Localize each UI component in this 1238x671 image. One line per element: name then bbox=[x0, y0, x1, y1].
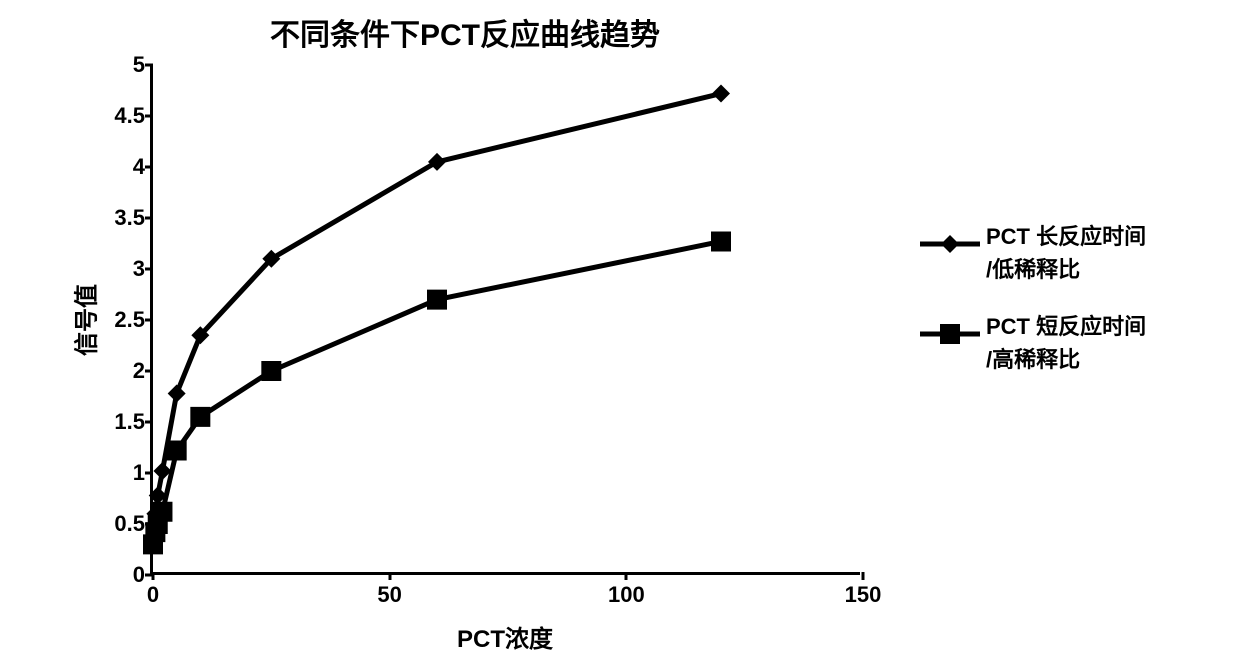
legend-label: PCT 短反应时间/高稀释比 bbox=[986, 310, 1146, 376]
series-marker bbox=[167, 441, 187, 461]
chart-title: 不同条件下PCT反应曲线趋势 bbox=[40, 10, 890, 54]
chart-container: 不同条件下PCT反应曲线趋势 00.511.522.533.544.550501… bbox=[40, 10, 1220, 650]
series-marker bbox=[190, 407, 210, 427]
ytick-mark bbox=[145, 370, 153, 373]
legend-item: PCT 长反应时间/低稀释比 bbox=[920, 220, 1146, 286]
xtick-mark bbox=[388, 572, 391, 580]
legend-item: PCT 短反应时间/高稀释比 bbox=[920, 310, 1146, 376]
y-axis-label: 信号值 bbox=[67, 284, 102, 356]
ytick-mark bbox=[145, 115, 153, 118]
legend-label: PCT 长反应时间/低稀释比 bbox=[986, 220, 1146, 286]
ytick-mark bbox=[145, 421, 153, 424]
xtick-mark bbox=[862, 572, 865, 580]
series-marker bbox=[427, 290, 447, 310]
series-marker bbox=[152, 502, 172, 522]
legend: PCT 长反应时间/低稀释比 PCT 短反应时间/高稀释比 bbox=[920, 220, 1146, 400]
legend-symbol bbox=[920, 232, 980, 256]
ytick-mark bbox=[145, 319, 153, 322]
legend-symbol bbox=[920, 322, 980, 346]
plot-svg bbox=[153, 65, 863, 575]
ytick-mark bbox=[145, 523, 153, 526]
series-marker bbox=[168, 384, 186, 402]
ytick-mark bbox=[145, 217, 153, 220]
series-marker bbox=[712, 85, 730, 103]
xtick-mark bbox=[152, 572, 155, 580]
ytick-mark bbox=[145, 166, 153, 169]
ytick-mark bbox=[145, 268, 153, 271]
x-axis-label: PCT浓度 bbox=[457, 619, 553, 654]
series-line bbox=[153, 241, 721, 544]
plot-area: 00.511.522.533.544.55050100150 bbox=[150, 65, 860, 575]
xtick-mark bbox=[625, 572, 628, 580]
ytick-mark bbox=[145, 472, 153, 475]
ytick-mark bbox=[145, 64, 153, 67]
series-marker bbox=[261, 361, 281, 381]
series-marker bbox=[711, 231, 731, 251]
